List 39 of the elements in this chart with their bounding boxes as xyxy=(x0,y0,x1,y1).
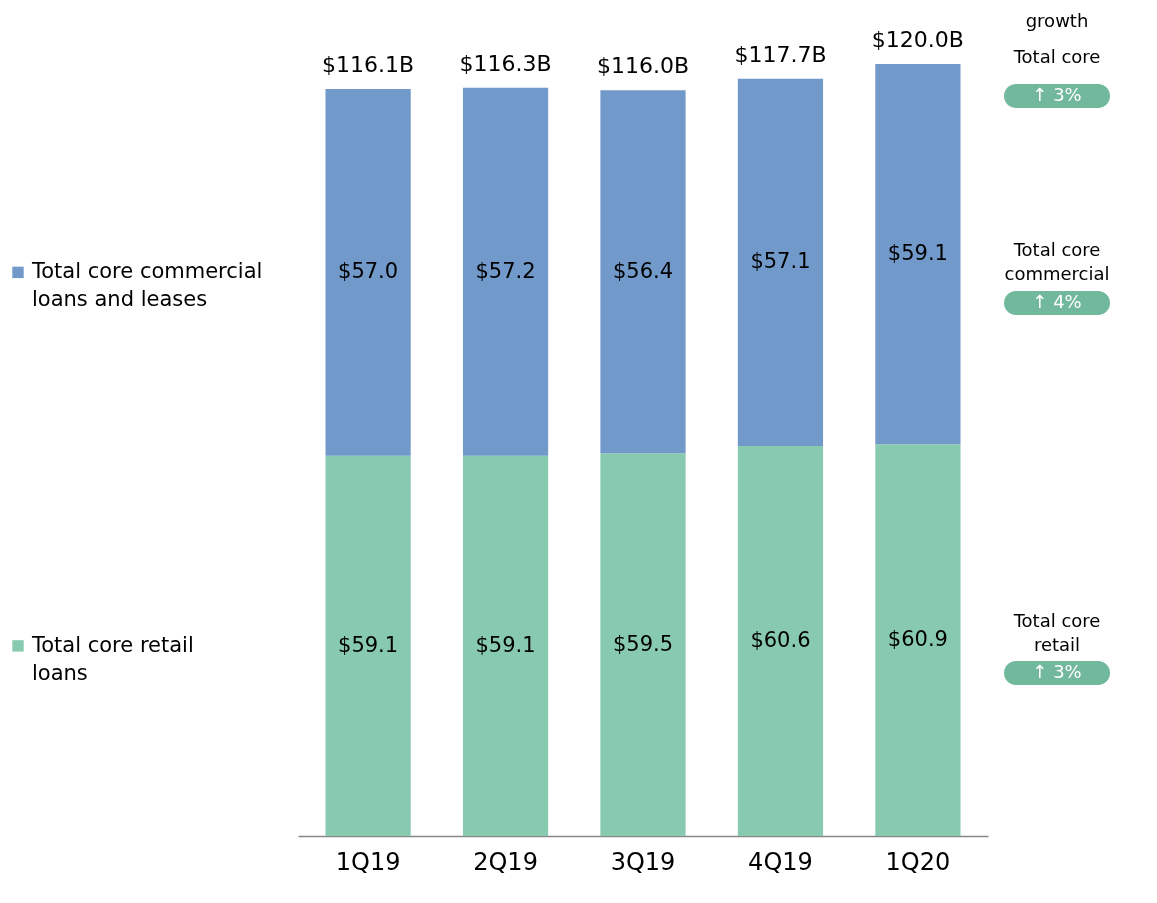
x-tick-label: 1Q19 xyxy=(335,847,401,876)
x-tick-label: 4Q19 xyxy=(748,847,813,876)
data-label: $56.4 xyxy=(612,258,674,283)
data-label: $59.5 xyxy=(612,631,674,656)
data-label: $59.1 xyxy=(475,632,536,657)
text: ↑ 3% xyxy=(1032,661,1082,682)
x-tick-label: 3Q19 xyxy=(610,847,676,876)
bar xyxy=(600,453,686,836)
bar xyxy=(875,444,961,836)
text: ↑ 4% xyxy=(1032,291,1082,312)
legend-label: Total core commercial loans and leases xyxy=(31,259,263,312)
data-label: $59.1 xyxy=(338,632,399,657)
data-label: $57.0 xyxy=(338,259,399,284)
bar xyxy=(462,455,549,836)
bar xyxy=(875,63,961,445)
data-label: $57.1 xyxy=(750,249,811,274)
text: Total core xyxy=(1012,46,1101,67)
total-label: $120.0B xyxy=(871,26,964,52)
text: growth xyxy=(1025,10,1089,31)
text: Total core commercial xyxy=(1004,239,1110,284)
text: Total core retail xyxy=(1012,610,1101,655)
bar xyxy=(462,87,549,456)
bar xyxy=(737,446,824,836)
total-label: $116.3B xyxy=(459,50,552,76)
bar xyxy=(325,455,411,836)
data-label: $59.1 xyxy=(887,241,948,266)
bar xyxy=(737,78,824,447)
data-label: $57.2 xyxy=(475,258,536,283)
text: ↑ 3% xyxy=(1032,84,1082,105)
data-label: $60.9 xyxy=(887,627,948,652)
x-tick-label: 2Q19 xyxy=(473,847,538,876)
bar xyxy=(600,90,686,454)
x-tick-label: 1Q20 xyxy=(885,847,951,876)
total-label: $117.7B xyxy=(734,41,827,67)
total-label: $116.0B xyxy=(596,53,690,79)
total-label: $116.1B xyxy=(322,52,415,77)
data-label: $60.6 xyxy=(750,628,811,653)
legend-label: Total core retail loans xyxy=(31,632,194,685)
bar xyxy=(325,89,411,456)
